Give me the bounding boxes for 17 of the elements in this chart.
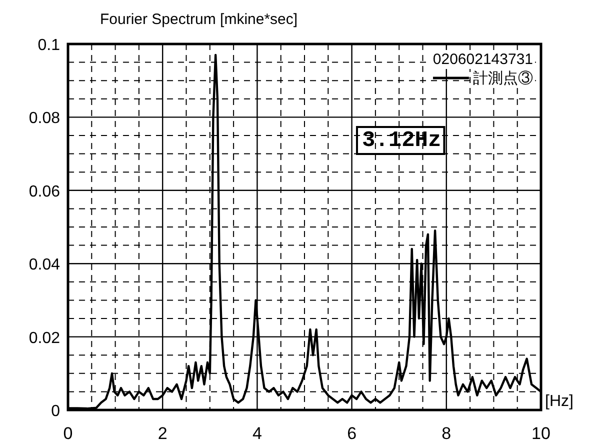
x-tick-label: 2 [158, 424, 168, 443]
y-tick-label: 0.1 [38, 37, 60, 54]
legend-title: 020602143731 [432, 51, 533, 68]
x-tick-label: 6 [347, 424, 357, 443]
legend-label: 計測点③ [473, 70, 533, 87]
annotation: 3.12Hz [362, 128, 442, 153]
y-tick-label: 0.02 [28, 330, 60, 347]
x-tick-label: 4 [252, 424, 262, 443]
y-tick-label: 0.04 [28, 256, 60, 274]
x-tick-label: 8 [442, 424, 452, 443]
y-tick-label: 0 [51, 403, 60, 420]
x-tick-label: 0 [63, 424, 73, 443]
y-tick-label: 0.06 [28, 183, 60, 200]
y-axis-title: Fourier Spectrum [mkine*sec] [100, 11, 298, 28]
x-tick-label: 10 [532, 424, 550, 443]
y-tick-label: 0.08 [28, 110, 60, 128]
x-axis-title: [Hz] [545, 393, 574, 410]
